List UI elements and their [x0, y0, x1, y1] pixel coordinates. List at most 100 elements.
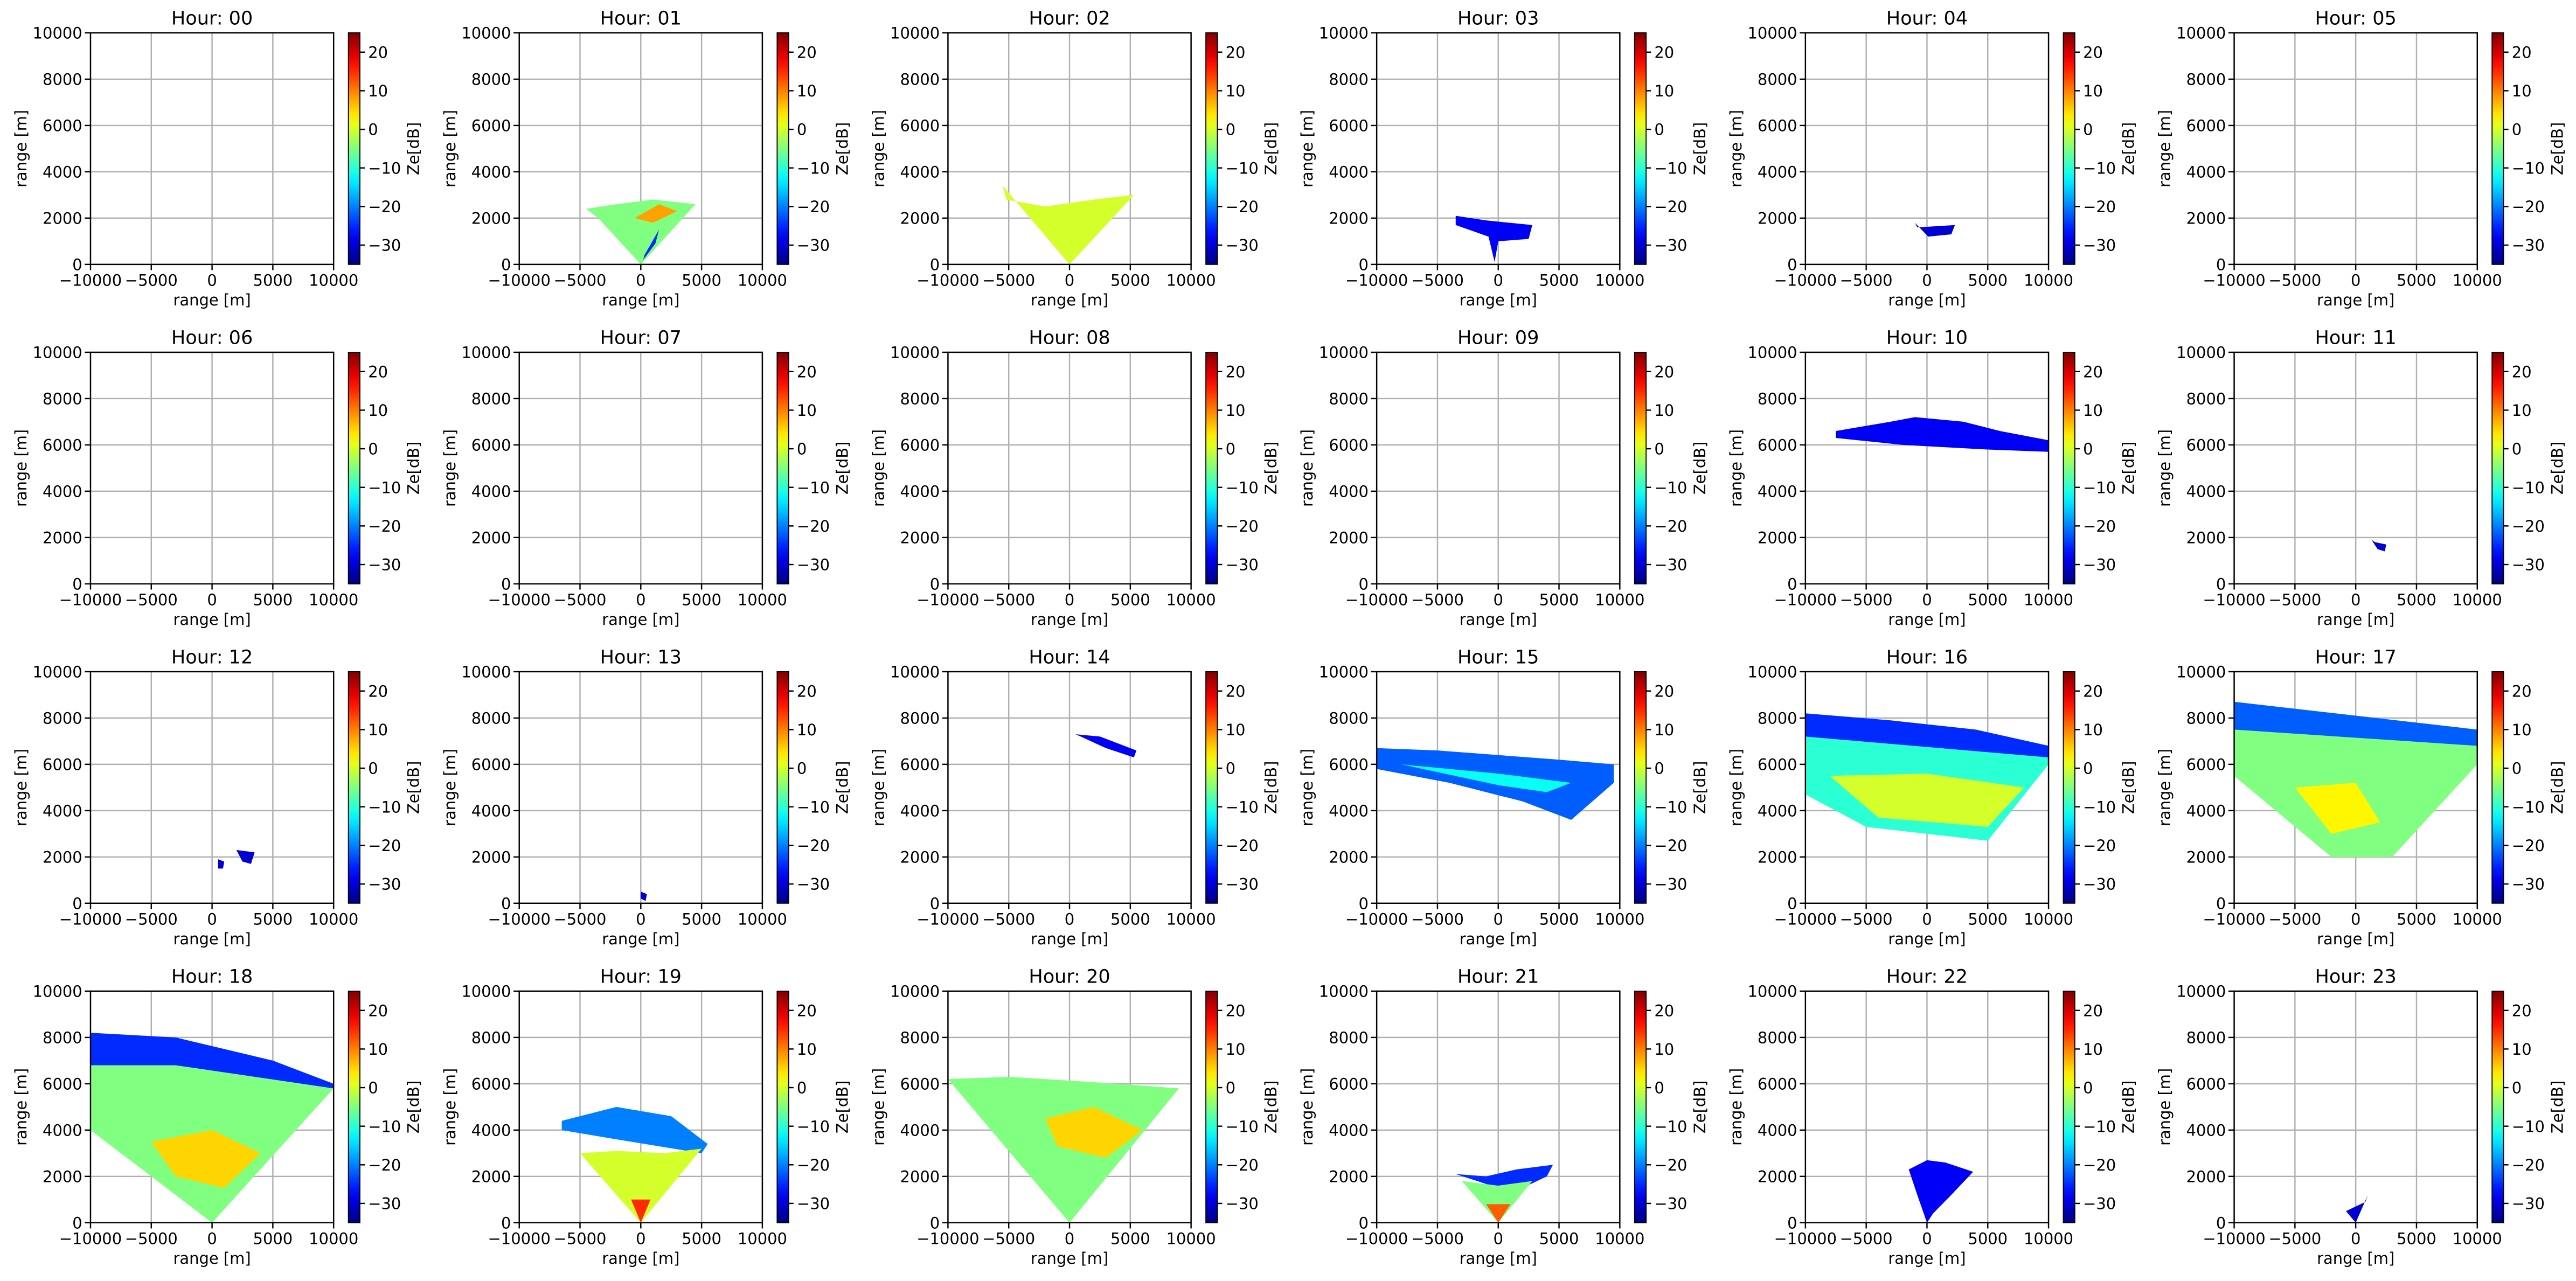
x-axis-label: range [m]: [1031, 930, 1108, 948]
echo-region: [2346, 1195, 2368, 1223]
x-tick-label: 10000: [2453, 1229, 2502, 1248]
x-tick-label: 10000: [738, 910, 787, 928]
colorbar-tick-label: −20: [1226, 837, 1259, 855]
colorbar-label: Ze[dB]: [1691, 442, 1709, 495]
y-tick-label: 4000: [1758, 483, 1797, 501]
colorbar-tick-label: −30: [797, 236, 830, 255]
y-tick-label: 8000: [900, 1029, 940, 1047]
x-tick-label: 0: [1494, 590, 1503, 609]
y-tick-label: 2000: [1758, 1167, 1797, 1186]
colorbar-tick-label: 10: [797, 401, 817, 420]
colorbar-tick-label: −20: [2512, 517, 2545, 535]
y-tick-label: 2000: [1329, 529, 1369, 547]
x-tick-label: −10000: [488, 271, 551, 289]
chart-title: Hour: 14: [1029, 646, 1110, 669]
y-tick-label: 2000: [471, 529, 511, 547]
colorbar-tick-label: 0: [1226, 1079, 1235, 1097]
colorbar-tick-label: −30: [368, 556, 401, 574]
colorbar-label: Ze[dB]: [1262, 761, 1280, 814]
y-tick-label: 10000: [461, 983, 511, 1001]
axes-frame: [1376, 990, 1621, 1223]
colorbar-tick-label: −10: [2083, 798, 2116, 816]
colorbar: [1205, 352, 1218, 584]
y-tick-label: 4000: [471, 483, 511, 501]
x-tick-label: −5000: [554, 1229, 607, 1248]
echo-layer: [90, 1033, 334, 1223]
x-tick-label: −5000: [1411, 271, 1464, 289]
x-axis-label: range [m]: [173, 610, 251, 629]
colorbar-label: Ze[dB]: [2120, 442, 2138, 495]
colorbar-tick-label: 10: [1226, 401, 1246, 420]
y-tick-label: 4000: [900, 163, 940, 182]
x-tick-label: 0: [1494, 910, 1503, 928]
colorbar-tick-label: −30: [797, 1195, 830, 1213]
colorbar-tick-label: 0: [1226, 440, 1235, 458]
y-axis-label: range [m]: [870, 1068, 888, 1146]
y-tick-label: 0: [930, 575, 940, 593]
y-tick-label: 10000: [1747, 663, 1797, 681]
x-tick-label: −10000: [2203, 910, 2265, 928]
echo-layer: [1075, 734, 1137, 757]
y-axis-label: range [m]: [2156, 110, 2174, 187]
echo-region: [1455, 215, 1532, 262]
colorbar-tick-label: −10: [2512, 1117, 2545, 1136]
colorbar-label: Ze[dB]: [1691, 1081, 1709, 1133]
y-tick-label: 10000: [461, 24, 511, 43]
y-tick-label: 6000: [43, 117, 82, 135]
colorbar-tick-label: −30: [368, 875, 401, 894]
y-axis-label: range [m]: [1727, 749, 1745, 826]
x-tick-label: 5000: [1110, 910, 1150, 928]
colorbar-tick-label: −30: [2512, 556, 2545, 574]
colorbar-tick-label: 20: [2512, 43, 2532, 61]
echo-layer: [218, 850, 255, 869]
x-tick-label: −10000: [1345, 910, 1408, 928]
colorbar: [2491, 32, 2504, 265]
echo-region: [2371, 540, 2386, 552]
subplot: −10000 −5000 0 5000 10000 0 2000 4000 6000 8000 10…: [870, 8, 1281, 309]
colorbar-tick-label: −30: [1226, 1195, 1259, 1213]
colorbar-tick-label: −30: [2512, 1195, 2545, 1213]
colorbar-tick-label: 0: [2512, 760, 2522, 778]
colorbar-tick-label: −20: [1654, 1156, 1687, 1174]
y-tick-label: 8000: [2186, 1029, 2226, 1047]
echo-region: [643, 229, 659, 260]
subplot: −10000 −5000 0 5000 10000 0 2000 4000 6000 8000 10…: [441, 646, 852, 948]
axes-frame: [2233, 351, 2478, 585]
x-axis-label: range [m]: [1460, 610, 1537, 629]
x-axis-label: range [m]: [2317, 930, 2394, 948]
colorbar-tick-label: 10: [1226, 1040, 1246, 1059]
subplot: −10000 −5000 0 5000 10000 0 2000 4000 6000 8000 10…: [441, 8, 852, 309]
echo-region: [1836, 417, 2049, 452]
x-tick-label: 0: [1922, 910, 1932, 928]
colorbar-tick-label: −20: [368, 837, 401, 855]
subplot: −10000 −5000 0 5000 10000 0 2000 4000 6000 8000 10…: [441, 966, 852, 1268]
x-tick-label: 5000: [2397, 1229, 2436, 1248]
y-tick-label: 4000: [1758, 163, 1797, 182]
colorbar-tick-label: −10: [1226, 1117, 1259, 1136]
y-tick-label: 6000: [900, 117, 940, 135]
colorbar-tick-label: 10: [368, 721, 388, 739]
colorbar-tick-label: 0: [2512, 440, 2522, 458]
x-tick-label: 10000: [1167, 910, 1216, 928]
echo-region: [1486, 1204, 1511, 1223]
subplot: −10000 −5000 0 5000 10000 0 2000 4000 6000 8000 10…: [1298, 327, 1709, 629]
colorbar-tick-label: 0: [797, 121, 807, 139]
y-tick-label: 4000: [43, 483, 82, 501]
x-tick-label: 5000: [682, 271, 721, 289]
x-axis-label: range [m]: [1888, 1249, 1966, 1268]
y-tick-label: 10000: [1319, 344, 1369, 362]
y-tick-label: 0: [501, 575, 511, 593]
y-tick-label: 2000: [471, 1167, 511, 1186]
x-axis-label: range [m]: [1888, 930, 1966, 948]
colorbar-label: Ze[dB]: [1262, 122, 1280, 175]
colorbar: [2063, 671, 2075, 904]
colorbar: [348, 671, 360, 904]
axes-frame: [2233, 671, 2478, 904]
x-tick-label: −10000: [1774, 1229, 1837, 1248]
y-tick-label: 4000: [2186, 483, 2226, 501]
x-tick-label: 10000: [309, 271, 358, 289]
colorbar-tick-label: −10: [2083, 478, 2116, 497]
x-tick-label: 5000: [1539, 271, 1579, 289]
y-tick-label: 4000: [43, 1121, 82, 1139]
